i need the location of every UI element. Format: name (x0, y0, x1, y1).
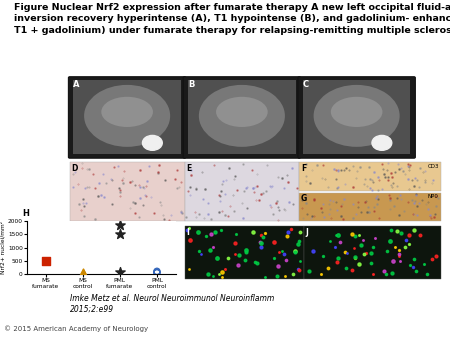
Point (116, 232, 123, 237)
Text: J: J (306, 228, 308, 237)
Ellipse shape (199, 85, 285, 147)
FancyBboxPatch shape (183, 77, 301, 158)
Text: CD3: CD3 (427, 164, 439, 169)
Bar (304, 226, 441, 279)
Point (79, 270, 86, 276)
Text: D: D (72, 164, 78, 173)
FancyBboxPatch shape (68, 77, 186, 158)
Point (79, 270, 86, 275)
Point (153, 269, 161, 274)
Point (116, 270, 123, 275)
Text: Figure Nuclear Nrf2 expression after fumarate therapy A new left occipital fluid: Figure Nuclear Nrf2 expression after fum… (14, 3, 450, 34)
Text: B: B (188, 80, 194, 90)
Bar (299, 193, 441, 221)
Text: E: E (186, 164, 192, 173)
Text: C: C (303, 80, 309, 90)
Text: F: F (301, 164, 306, 173)
Bar (188, 80, 296, 154)
Text: © 2015 American Academy of Neurology: © 2015 American Academy of Neurology (4, 325, 148, 332)
Point (42, 259, 49, 264)
Ellipse shape (101, 97, 153, 127)
Ellipse shape (314, 85, 400, 147)
Circle shape (372, 136, 392, 150)
Text: NP0: NP0 (428, 194, 439, 199)
Bar (184, 162, 299, 221)
Point (153, 270, 161, 275)
Bar (184, 226, 304, 279)
Bar (299, 162, 441, 191)
Ellipse shape (84, 85, 170, 147)
Text: H: H (22, 209, 29, 218)
Ellipse shape (331, 97, 382, 127)
Point (153, 270, 161, 276)
Text: Imke Metz et al. Neurol Neuroimmunol Neuroinflamm
2015;2:e99: Imke Metz et al. Neurol Neuroimmunol Neu… (70, 294, 274, 313)
Bar (70, 162, 184, 221)
Bar (303, 80, 410, 154)
Bar (73, 80, 181, 154)
Text: A: A (73, 80, 80, 90)
Y-axis label: Nrf2+ nuclei/mm²: Nrf2+ nuclei/mm² (0, 221, 5, 274)
Ellipse shape (216, 97, 268, 127)
Point (153, 268, 161, 274)
Point (79, 269, 86, 275)
Text: I: I (186, 228, 189, 237)
Circle shape (143, 136, 162, 150)
Point (116, 223, 123, 228)
Text: G: G (301, 194, 307, 203)
Point (153, 270, 161, 275)
FancyBboxPatch shape (298, 77, 415, 158)
